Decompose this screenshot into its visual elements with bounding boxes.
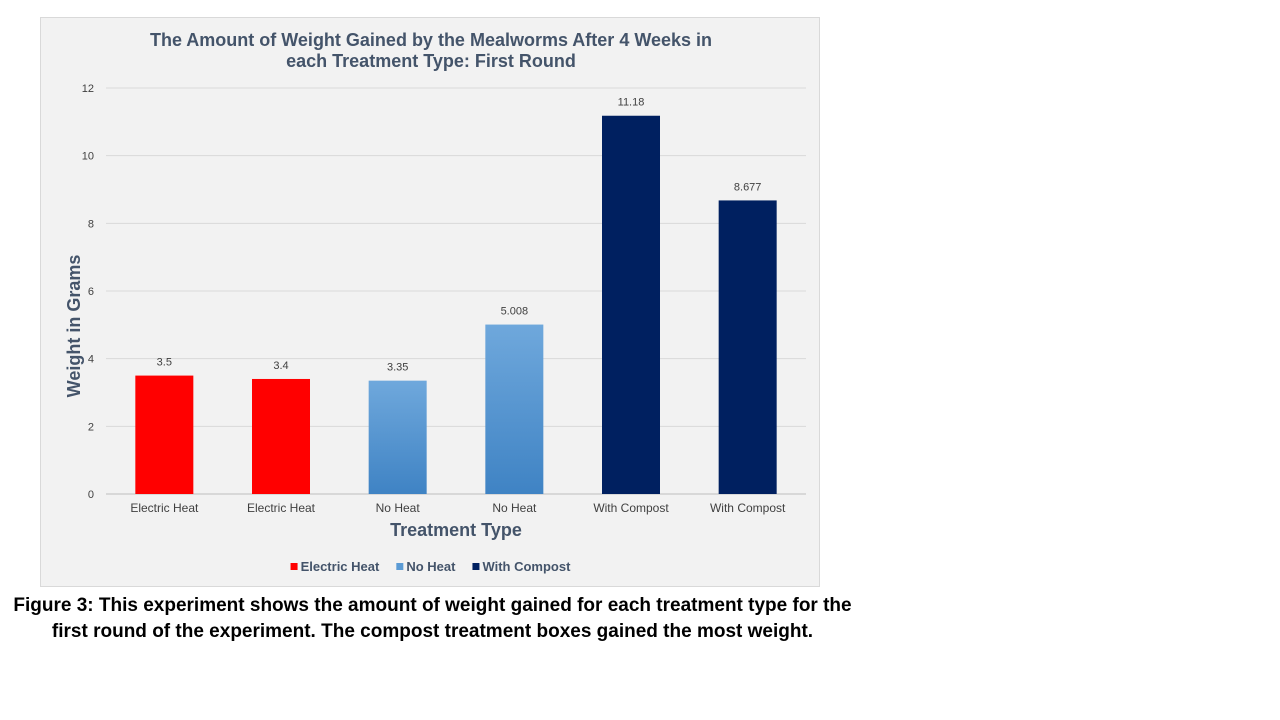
y-axis-label: Weight in Grams	[64, 255, 84, 398]
bar-noheat	[368, 380, 427, 494]
y-tick-label: 12	[82, 83, 94, 95]
bar-chart: The Amount of Weight Gained by the Mealw…	[64, 30, 806, 574]
data-label: 3.5	[157, 357, 172, 369]
legend-swatch-compost	[472, 563, 480, 570]
y-tick-label: 10	[82, 151, 94, 163]
legend-label-electric: Electric Heat	[301, 559, 380, 574]
bar-electric	[135, 375, 194, 494]
bar-compost	[602, 115, 660, 494]
data-labels: 3.5 3.4 3.35 5.008 11.18 8.677	[157, 97, 762, 374]
chart-title-line-1: The Amount of Weight Gained by the Mealw…	[150, 30, 712, 50]
bar-compost	[718, 200, 777, 494]
chart-panel: The Amount of Weight Gained by the Mealw…	[40, 17, 820, 587]
grid-lines	[106, 87, 806, 495]
bar-noheat	[485, 324, 544, 494]
y-tick-label: 6	[88, 286, 94, 298]
bar-electric	[252, 378, 310, 494]
figure-caption: Figure 3: This experiment shows the amou…	[13, 595, 852, 642]
data-label: 8.677	[734, 181, 762, 193]
legend-label-noheat: No Heat	[406, 559, 456, 574]
category-label: No Heat	[492, 501, 537, 515]
data-label: 5.008	[501, 306, 529, 318]
legend-swatch-noheat	[396, 563, 404, 570]
legend-swatch-electric	[290, 563, 298, 570]
y-tick-label: 4	[88, 354, 94, 366]
category-label: Electric Heat	[247, 501, 316, 515]
y-tick-labels: 0 2 4 6 8 10 12	[82, 83, 94, 501]
data-label: 3.35	[387, 362, 408, 374]
x-axis-label: Treatment Type	[390, 520, 522, 540]
category-label: Electric Heat	[130, 501, 199, 515]
legend: Electric Heat No Heat With Compost	[290, 559, 571, 574]
data-label: 3.4	[273, 360, 288, 372]
category-label: No Heat	[376, 501, 421, 515]
y-tick-label: 0	[88, 489, 94, 501]
y-tick-label: 2	[88, 421, 94, 433]
category-label: With Compost	[593, 501, 669, 515]
y-tick-label: 8	[88, 218, 94, 230]
category-label: With Compost	[710, 501, 786, 515]
category-labels: Electric Heat Electric Heat No Heat No Heat…	[130, 501, 786, 515]
data-label: 11.18	[618, 97, 645, 109]
bars	[135, 115, 777, 494]
chart-title-line-2: each Treatment Type: First Round	[286, 51, 576, 71]
legend-label-compost: With Compost	[482, 559, 571, 574]
